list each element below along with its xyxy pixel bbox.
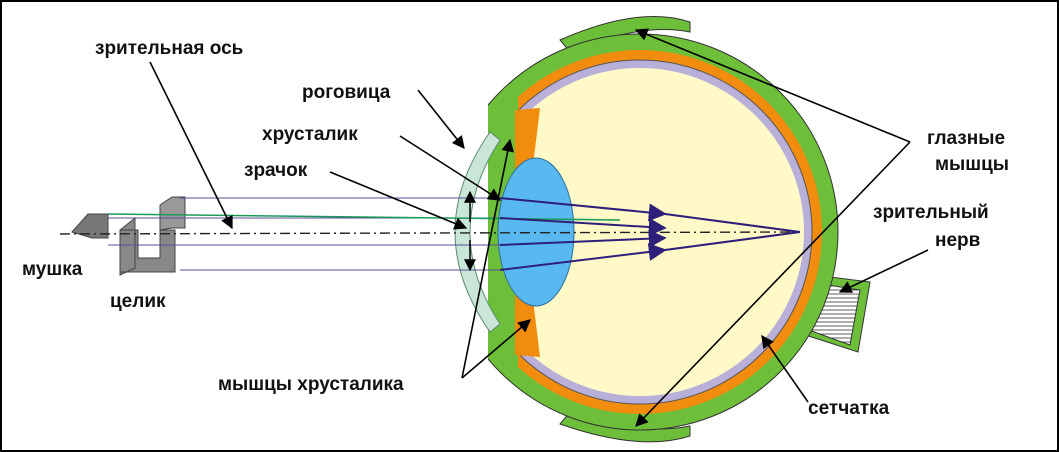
refracted-ray xyxy=(664,231,801,251)
label: зрачок xyxy=(244,160,308,181)
label: нерв xyxy=(935,230,980,251)
leader xyxy=(635,141,911,427)
sight-ray xyxy=(107,213,621,221)
label: хрусталик xyxy=(262,124,358,145)
label: мышцы хрусталика xyxy=(218,374,404,395)
leader xyxy=(461,319,531,379)
refracted-ray xyxy=(499,217,667,237)
label: зрительная ось xyxy=(95,38,243,59)
leader xyxy=(461,138,514,379)
leader xyxy=(838,249,929,293)
leader xyxy=(329,171,468,230)
label: зрительный xyxy=(873,202,989,223)
label: мышцы xyxy=(935,154,1009,175)
leader xyxy=(634,28,911,143)
leader xyxy=(149,61,233,230)
leader xyxy=(417,89,465,150)
visual-axis xyxy=(59,231,801,235)
rear-sight-top xyxy=(159,196,186,231)
leader xyxy=(761,334,809,403)
label: целик xyxy=(110,291,166,312)
label: глазные xyxy=(927,128,1005,149)
refracted-ray xyxy=(499,229,667,248)
leader xyxy=(399,135,502,201)
label: мушка xyxy=(22,259,83,280)
label: сетчатка xyxy=(808,398,890,419)
refracted-ray xyxy=(499,243,667,271)
label: роговица xyxy=(302,82,391,103)
refracted-ray xyxy=(499,197,667,222)
front-sight xyxy=(71,213,109,239)
cornea xyxy=(454,131,501,333)
refracted-ray xyxy=(664,213,801,233)
